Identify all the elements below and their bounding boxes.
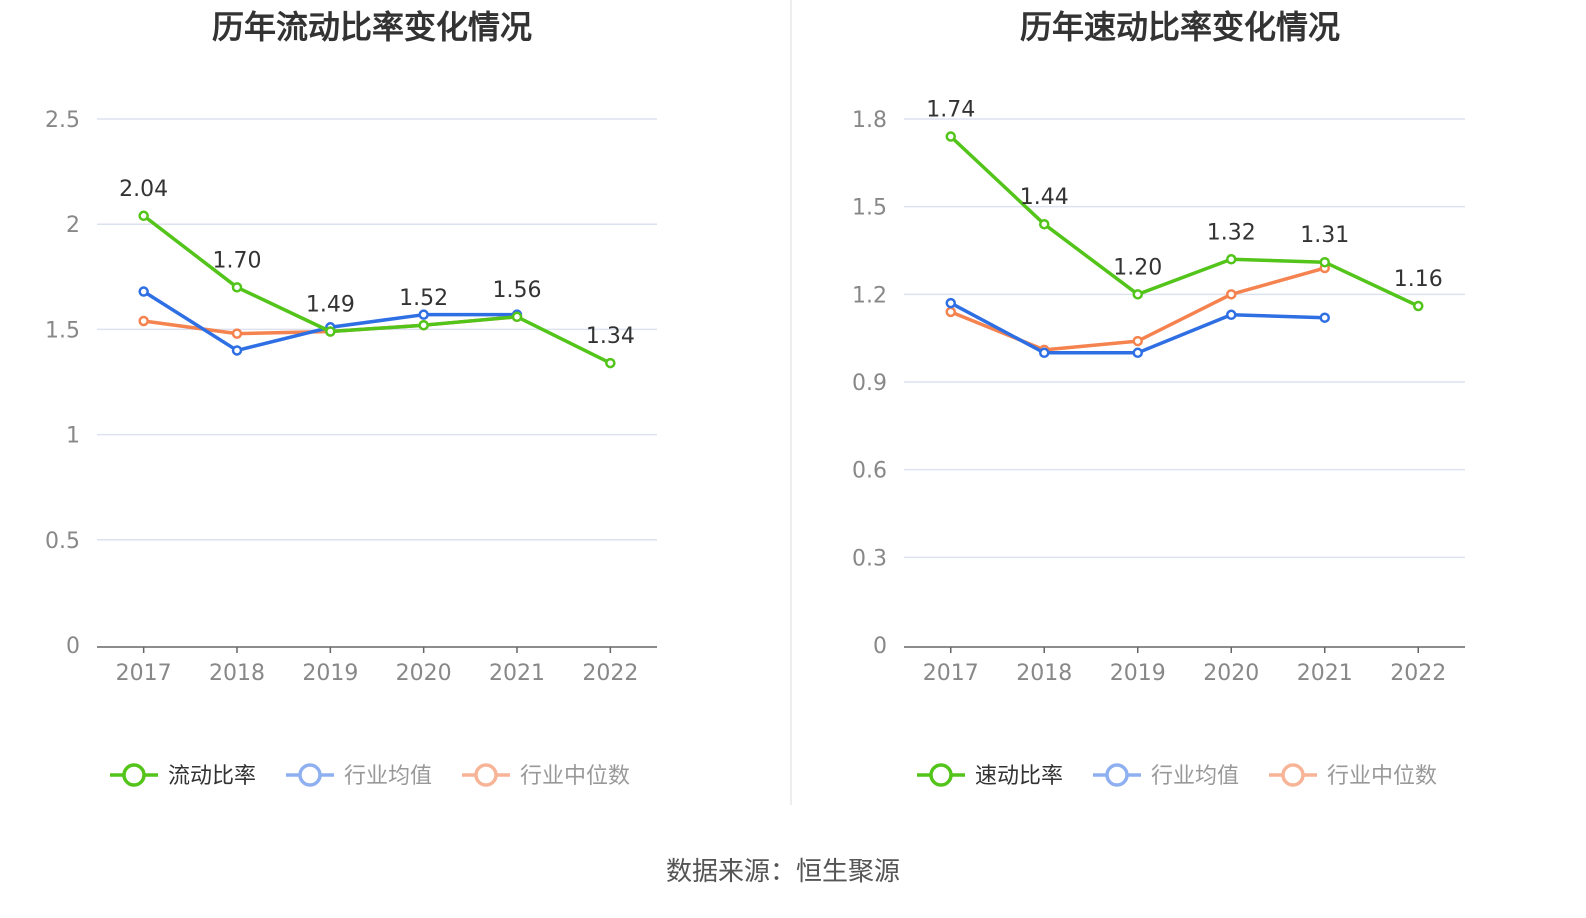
- data-point[interactable]: [1226, 309, 1237, 321]
- data-point[interactable]: [1039, 347, 1050, 359]
- x-tick-label: 2018: [209, 661, 265, 686]
- legend-circle-icon: [1105, 763, 1129, 787]
- data-point[interactable]: [1319, 312, 1330, 323]
- data-point[interactable]: [138, 286, 149, 297]
- data-point[interactable]: [1226, 254, 1237, 265]
- legend-item[interactable]: 行业中位数: [462, 763, 630, 789]
- legend-item[interactable]: 行业均值: [1093, 763, 1239, 789]
- x-tick-label: 2020: [396, 661, 452, 686]
- data-label: 1.49: [306, 293, 355, 318]
- y-tick-label: 0.9: [852, 371, 887, 396]
- data-point[interactable]: [945, 306, 956, 318]
- legend-item[interactable]: 速动比率: [917, 763, 1063, 789]
- legend-label: 行业均值: [1151, 764, 1239, 789]
- legend-item[interactable]: 行业均值: [286, 763, 432, 789]
- data-point[interactable]: [1319, 256, 1330, 268]
- y-tick-label: 0: [873, 634, 887, 659]
- x-tick-label: 2020: [1203, 661, 1259, 686]
- y-tick-label: 1.8: [852, 108, 887, 133]
- legend-circle-icon: [122, 763, 146, 787]
- x-tick-label: 2017: [116, 661, 172, 686]
- data-label: 1.16: [1394, 267, 1443, 292]
- y-tick-label: 2.5: [45, 108, 80, 133]
- data-point[interactable]: [945, 297, 956, 309]
- data-label: 1.20: [1113, 255, 1162, 280]
- chart-title: 历年流动比率变化情况: [212, 8, 532, 46]
- y-tick-label: 1: [66, 424, 80, 449]
- legend-label: 速动比率: [975, 764, 1063, 789]
- series-line: [142, 214, 612, 365]
- data-point[interactable]: [231, 345, 243, 356]
- data-label: 1.74: [926, 98, 975, 123]
- data-point[interactable]: [945, 131, 956, 142]
- x-tick-label: 2021: [489, 661, 545, 686]
- data-point[interactable]: [1039, 218, 1050, 230]
- legend-circle-icon: [474, 763, 498, 787]
- y-tick-label: 2: [66, 213, 80, 238]
- data-label: 1.44: [1020, 185, 1069, 210]
- data-label: 1.31: [1300, 223, 1349, 248]
- legend-circle-icon: [298, 763, 322, 787]
- y-tick-label: 0: [66, 634, 80, 659]
- data-point[interactable]: [511, 311, 523, 323]
- x-tick-label: 2018: [1016, 661, 1072, 686]
- data-point[interactable]: [138, 210, 149, 222]
- data-label: 1.52: [399, 286, 448, 311]
- legend-label: 流动比率: [168, 764, 256, 789]
- legend-label: 行业中位数: [520, 764, 630, 789]
- data-label: 1.34: [586, 324, 635, 349]
- chart-2: 历年速动比率变化情况 0 0.3 0.6 0.9 1.2 1.5 1.8 2017 2018 201…: [852, 8, 1465, 789]
- data-label: 2.04: [119, 177, 168, 202]
- y-tick-label: 0.5: [45, 529, 80, 554]
- legend-circle-icon: [1281, 763, 1305, 787]
- series-line: [949, 135, 1419, 308]
- series-速动比率: 1.74 1.44 1.20 1.32 1.31 1.16: [926, 98, 1443, 312]
- x-tick-label: 2021: [1297, 661, 1353, 686]
- data-point[interactable]: [231, 282, 243, 293]
- data-point[interactable]: [605, 357, 616, 369]
- series-行业均值: [945, 297, 1330, 359]
- data-label: 1.70: [213, 248, 262, 273]
- legend-item[interactable]: 流动比率: [110, 763, 256, 789]
- data-label: 1.56: [493, 278, 542, 303]
- x-tick-label: 2022: [582, 661, 638, 686]
- data-point[interactable]: [138, 315, 149, 327]
- data-point[interactable]: [325, 326, 336, 337]
- legend-label: 行业中位数: [1327, 764, 1437, 789]
- legend-label: 行业均值: [344, 764, 432, 789]
- x-tick-label: 2022: [1390, 661, 1446, 686]
- source-text: 数据来源：恒生聚源: [666, 857, 900, 887]
- y-tick-label: 1.2: [852, 283, 887, 308]
- data-point[interactable]: [231, 328, 243, 339]
- legend-item[interactable]: 行业中位数: [1269, 763, 1437, 789]
- data-point[interactable]: [1132, 289, 1143, 300]
- data-point[interactable]: [1132, 335, 1143, 347]
- y-tick-label: 0.6: [852, 459, 887, 484]
- data-point[interactable]: [1132, 347, 1143, 359]
- y-tick-label: 0.3: [852, 546, 887, 571]
- data-point[interactable]: [1226, 289, 1237, 300]
- legend-circle-icon: [929, 763, 953, 787]
- x-tick-label: 2019: [302, 661, 358, 686]
- y-tick-label: 1.5: [852, 196, 887, 221]
- data-point[interactable]: [1413, 300, 1424, 312]
- y-tick-label: 1.5: [45, 318, 80, 343]
- x-tick-label: 2019: [1110, 661, 1166, 686]
- data-label: 1.32: [1207, 220, 1256, 245]
- series-流动比率: 2.04 1.70 1.49 1.52 1.56 1.34: [119, 177, 635, 369]
- chart-title: 历年速动比率变化情况: [1020, 8, 1340, 46]
- data-point[interactable]: [418, 319, 429, 331]
- x-tick-label: 2017: [923, 661, 979, 686]
- data-point[interactable]: [418, 309, 429, 320]
